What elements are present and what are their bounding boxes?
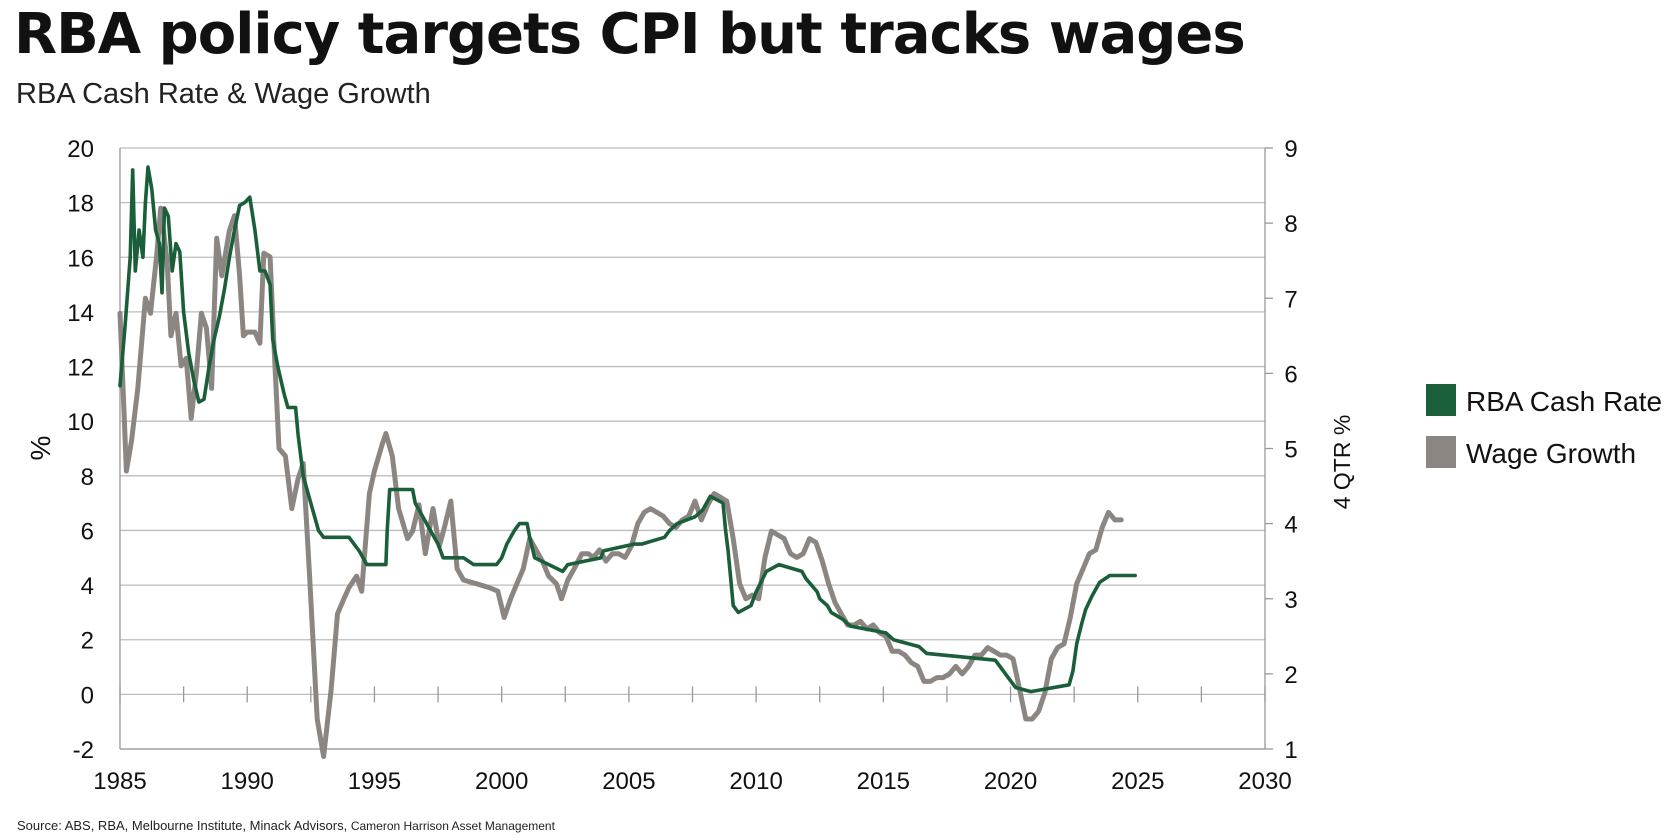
left-tick-label: 20 bbox=[67, 136, 94, 163]
x-tick-label: 2000 bbox=[475, 768, 528, 795]
left-tick-label: 4 bbox=[81, 573, 94, 600]
right-tick-label: 8 bbox=[1284, 211, 1297, 238]
left-tick-label: 0 bbox=[81, 682, 94, 709]
legend-swatch-wage-growth bbox=[1426, 436, 1456, 468]
legend-item-cash-rate[interactable]: RBA Cash Rate bbox=[1426, 384, 1662, 417]
left-tick-label: 2 bbox=[81, 628, 94, 655]
source-text: Source: ABS, RBA, Melbourne Institute, M… bbox=[17, 818, 351, 833]
right-tick-label: 6 bbox=[1284, 361, 1297, 388]
legend-item-wage-growth[interactable]: Wage Growth bbox=[1426, 436, 1636, 469]
right-tick-label: 3 bbox=[1284, 587, 1297, 614]
left-tick-label: 14 bbox=[67, 300, 94, 327]
x-tick-label: 1990 bbox=[221, 768, 274, 795]
x-tick-label: 2010 bbox=[729, 768, 782, 795]
source-text-extra: Cameron Harrison Asset Management bbox=[350, 819, 555, 833]
x-tick-label: 2030 bbox=[1238, 768, 1291, 795]
x-tick-label: 2020 bbox=[984, 768, 1037, 795]
left-tick-label: 16 bbox=[67, 245, 94, 272]
series-line-cash-rate bbox=[118, 165, 1137, 694]
x-tick-label: 2025 bbox=[1111, 768, 1164, 795]
x-tick-label: 2015 bbox=[857, 768, 910, 795]
right-tick-label: 9 bbox=[1284, 136, 1297, 163]
right-axis-title: 4 QTR % bbox=[1329, 415, 1355, 510]
left-tick-label: 10 bbox=[67, 409, 94, 436]
x-tick-marks bbox=[119, 686, 1266, 703]
chart-title: RBA policy targets CPI but tracks wages bbox=[14, 2, 1246, 67]
legend: RBA Cash Rate Wage Growth bbox=[1426, 384, 1662, 469]
chart-subtitle: RBA Cash Rate & Wage Growth bbox=[16, 78, 431, 110]
legend-label-wage-growth: Wage Growth bbox=[1466, 438, 1636, 469]
left-tick-label: 18 bbox=[67, 191, 94, 218]
source-note: Source: ABS, RBA, Melbourne Institute, M… bbox=[17, 818, 555, 833]
series-lines bbox=[117, 165, 1137, 759]
left-tick-label: -2 bbox=[73, 737, 94, 764]
left-tick-label: 6 bbox=[81, 518, 94, 545]
x-tick-labels: 1985 1990 1995 2000 2005 2010 2015 2020 2025 2030 bbox=[93, 768, 1291, 795]
legend-label-cash-rate: RBA Cash Rate bbox=[1466, 386, 1662, 417]
gridlines bbox=[120, 147, 1265, 750]
left-axis-title: % bbox=[25, 436, 56, 461]
right-tick-label: 4 bbox=[1284, 512, 1297, 539]
right-tick-label: 2 bbox=[1284, 662, 1297, 689]
right-tick-labels: 1 2 3 4 5 6 7 8 9 bbox=[1265, 136, 1298, 764]
right-tick-label: 7 bbox=[1284, 286, 1297, 313]
right-tick-label: 5 bbox=[1284, 437, 1297, 464]
axes bbox=[119, 148, 1266, 750]
left-tick-labels: -2 0 2 4 6 8 10 12 14 16 18 20 bbox=[67, 136, 94, 764]
left-tick-label: 8 bbox=[81, 464, 94, 491]
right-tick-label: 1 bbox=[1284, 737, 1297, 764]
x-tick-label: 2005 bbox=[602, 768, 655, 795]
x-tick-label: 1985 bbox=[93, 768, 146, 795]
x-tick-label: 1995 bbox=[348, 768, 401, 795]
series-line-wage-growth bbox=[117, 205, 1124, 759]
legend-swatch-cash-rate bbox=[1426, 384, 1456, 416]
left-tick-label: 12 bbox=[67, 355, 94, 382]
